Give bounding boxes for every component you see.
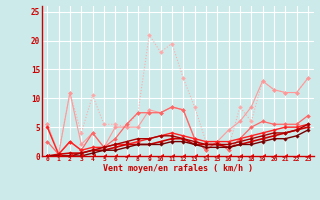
X-axis label: Vent moyen/en rafales ( km/h ): Vent moyen/en rafales ( km/h ) — [103, 164, 252, 173]
